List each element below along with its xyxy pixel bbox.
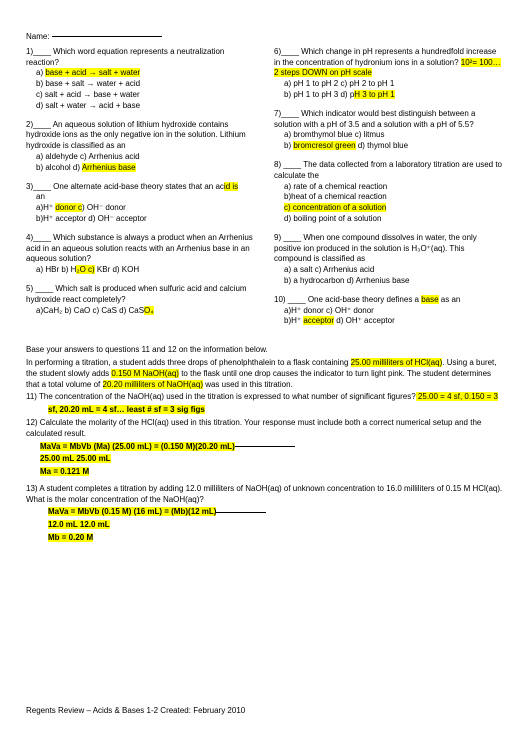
question: 6)____ Which change in pH represents a h… bbox=[274, 47, 504, 101]
question: 2)____ An aqueous solution of lithium hy… bbox=[26, 120, 256, 174]
option: b) a hydrocarbon d) Arrhenius base bbox=[274, 276, 504, 287]
paragraph-1: In performing a titration, a student add… bbox=[26, 358, 504, 390]
option: b)heat of a chemical reaction bbox=[274, 192, 504, 203]
worksheet-page: Name: 1)____ Which word equation represe… bbox=[0, 0, 530, 749]
q13-line1: MaVa = MbVb (0.15 M) (16 mL) = (Mb)(12 m… bbox=[26, 507, 504, 518]
name-underline bbox=[52, 36, 162, 37]
option: b)H⁺ acceptor d) OH⁻ acceptor bbox=[26, 214, 256, 225]
question: 3)____ One alternate acid-base theory st… bbox=[26, 182, 256, 225]
option: a) base + acid → salt + water bbox=[26, 68, 256, 79]
q12-line2: 25.00 mL 25.00 mL bbox=[26, 454, 504, 465]
option: a) a salt c) Arrhenius acid bbox=[274, 265, 504, 276]
option: b) alcohol d) Arrhenius base bbox=[26, 163, 256, 174]
option: b) bromcresol green d) thymol blue bbox=[274, 141, 504, 152]
question: 4)____ Which substance is always a produ… bbox=[26, 233, 256, 276]
q12-line1: MaVa = MbVb (Ma) (25.00 mL) = (0.150 M)(… bbox=[26, 442, 504, 453]
option: a)H⁺ donor c) OH⁻ donor bbox=[26, 203, 256, 214]
option: a) HBr b) H₂O c) KBr d) KOH bbox=[26, 265, 256, 276]
left-column: 1)____ Which word equation represents a … bbox=[26, 47, 256, 335]
question: 1)____ Which word equation represents a … bbox=[26, 47, 256, 112]
option: a) bromthymol blue c) litmus bbox=[274, 130, 504, 141]
option: d) boiling point of a solution bbox=[274, 214, 504, 225]
question: 5) ____ Which salt is produced when sulf… bbox=[26, 284, 256, 316]
option: b) base + salt → water + acid bbox=[26, 79, 256, 90]
option: a) pH 1 to pH 2 c) pH 2 to pH 1 bbox=[274, 79, 504, 90]
q13-line2: 12.0 mL 12.0 mL bbox=[26, 520, 504, 531]
q13-line3: Mb = 0.20 M bbox=[26, 533, 504, 544]
option: b)H⁺ acceptor d) OH⁺ acceptor bbox=[274, 316, 504, 327]
option: b) pH 1 to pH 3 d) pH 3 to pH 1 bbox=[274, 90, 504, 101]
question-11: 11) The concentration of the NaOH(aq) us… bbox=[26, 392, 504, 403]
option: c) concentration of a solution bbox=[274, 203, 504, 214]
option: c) salt + acid → base + water bbox=[26, 90, 256, 101]
question-13: 13) A student completes a titration by a… bbox=[26, 484, 504, 506]
option: d) salt + water → acid + base bbox=[26, 101, 256, 112]
q12-line3: Ma = 0.121 M bbox=[26, 467, 504, 478]
option: a) rate of a chemical reaction bbox=[274, 182, 504, 193]
intro-text: Base your answers to questions 11 and 12… bbox=[26, 345, 504, 356]
question: 10) ____ One acid-base theory defines a … bbox=[274, 295, 504, 327]
option: a)CaH₂ b) CaO c) CaS d) CaSO₄ bbox=[26, 306, 256, 317]
option: a) aldehyde c) Arrhenius acid bbox=[26, 152, 256, 163]
question: 9) ____ When one compound dissolves in w… bbox=[274, 233, 504, 287]
right-column: 6)____ Which change in pH represents a h… bbox=[274, 47, 504, 335]
q11-answer: sf, 20.20 mL = 4 sf… least # sf = 3 sig … bbox=[26, 405, 504, 416]
question-12: 12) Calculate the molarity of the HCl(aq… bbox=[26, 418, 504, 440]
lower-section: Base your answers to questions 11 and 12… bbox=[26, 345, 504, 544]
question: 8) ____ The data collected from a labora… bbox=[274, 160, 504, 225]
question: 7)____ Which indicator would best distin… bbox=[274, 109, 504, 152]
name-line: Name: bbox=[26, 32, 504, 43]
two-columns: 1)____ Which word equation represents a … bbox=[26, 47, 504, 335]
option: a)H⁺ donor c) OH⁺ donor bbox=[274, 306, 504, 317]
footer-text: Regents Review – Acids & Bases 1-2 Creat… bbox=[26, 706, 245, 717]
name-label: Name: bbox=[26, 32, 50, 41]
